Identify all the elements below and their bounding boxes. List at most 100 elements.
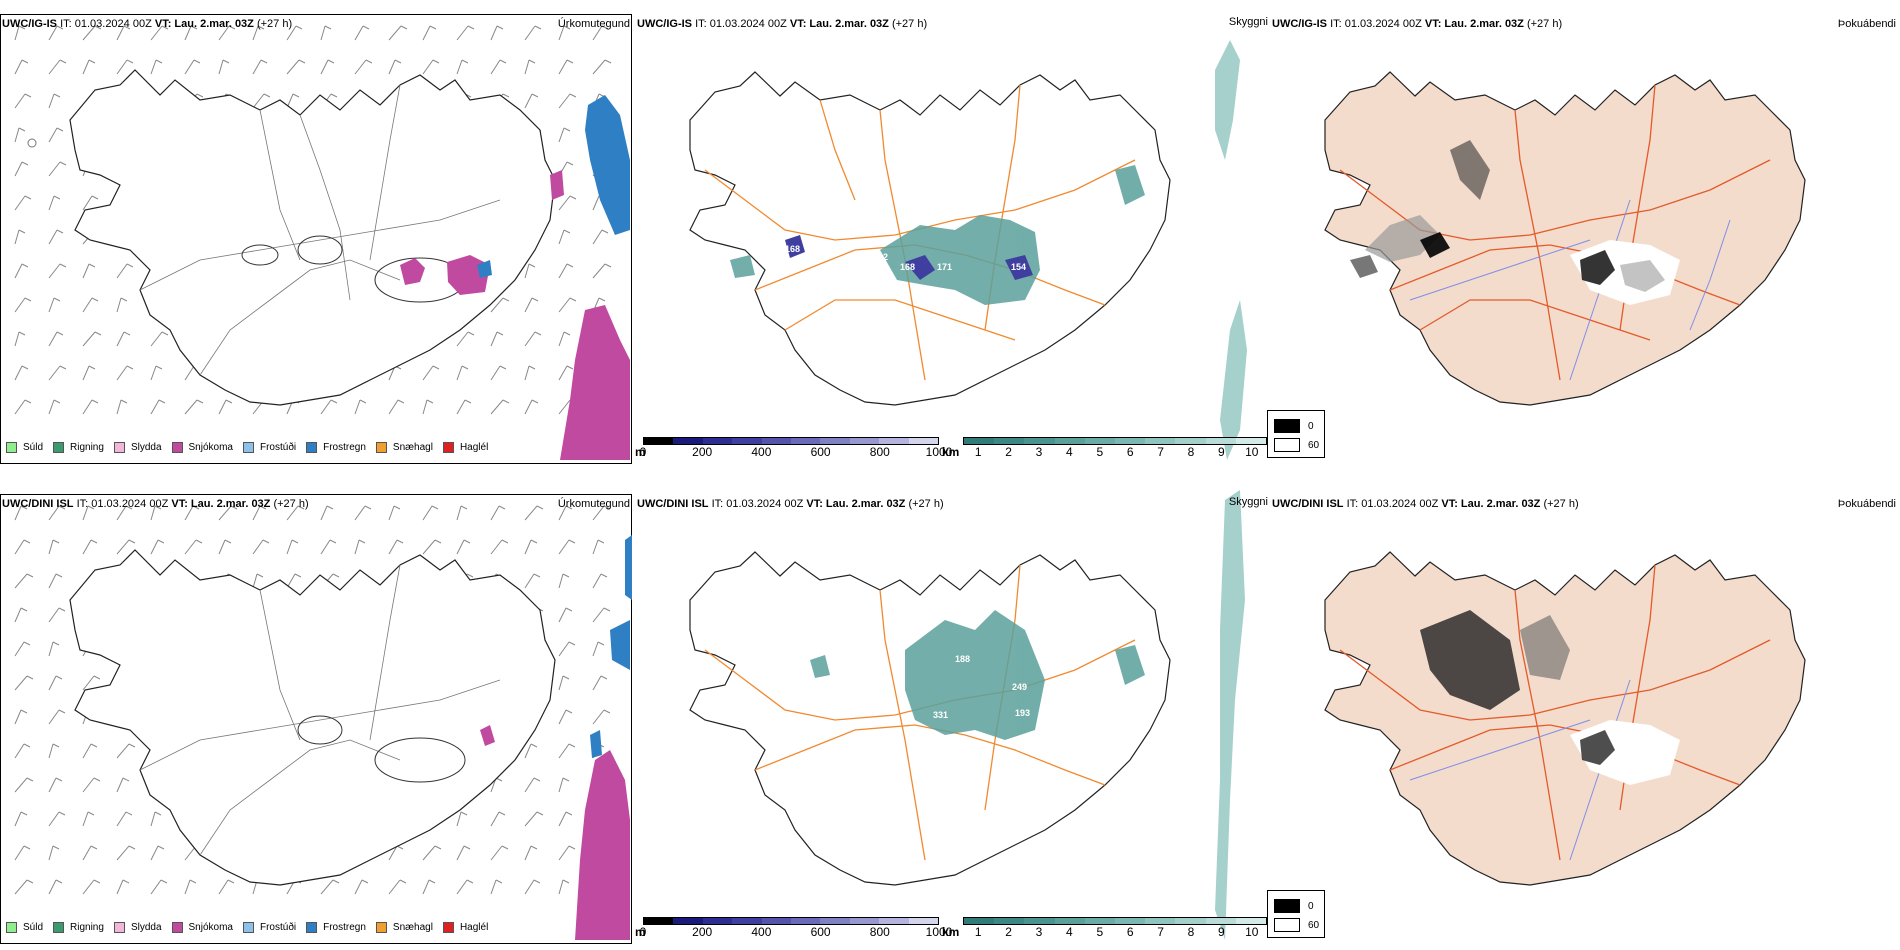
fog-map[interactable]: [1270, 0, 1900, 470]
wind-barb: [14, 675, 34, 691]
wind-barb: [558, 365, 574, 381]
wind-barb: [116, 331, 131, 347]
legend-swatch: [53, 921, 65, 933]
wind-barb: [422, 365, 440, 381]
colorbar-segment: [702, 918, 733, 924]
wind-barb: [116, 297, 128, 313]
colorbar-tick-label: 8: [1187, 925, 1195, 939]
iceland-coastline: [69, 549, 556, 886]
legend-swatch: [442, 441, 454, 453]
precip-type-map[interactable]: [0, 0, 635, 470]
wind-barb: [14, 161, 29, 177]
visibility-offshore: [1215, 490, 1245, 940]
wind-barb: [558, 25, 571, 41]
wind-barb: [82, 25, 102, 41]
road-network: [139, 564, 501, 856]
wind-barb: [218, 25, 236, 41]
ceiling-unit: m: [635, 925, 646, 939]
wind-barb: [82, 297, 99, 313]
visibility-unit: km: [942, 925, 960, 939]
legend-item-rigning: Rigning: [53, 921, 104, 933]
fog-legend: 0 60: [1267, 890, 1325, 938]
colorbar-segment: [964, 918, 995, 924]
wind-barb: [592, 229, 609, 245]
map-frame: [0, 14, 632, 464]
glacier-outlines: [297, 715, 466, 783]
fog-legend: 0 60: [1267, 410, 1325, 458]
precip-legend: Súld Rigning Slydda Snjókoma Frostúði Fr…: [6, 437, 498, 457]
wind-barb: [82, 263, 96, 279]
wind-barb: [14, 59, 29, 75]
colorbar-segment: [761, 918, 792, 924]
colorbar-segment: [1145, 918, 1176, 924]
fog-map[interactable]: [1270, 480, 1900, 950]
precip-type-map[interactable]: [0, 480, 635, 950]
visibility-map[interactable]: 168 22 168 171 154: [635, 0, 1270, 470]
legend-item-sudl: Súld: [6, 441, 43, 453]
wind-barb: [524, 399, 539, 415]
visibility-map[interactable]: 188 249 331 193: [635, 480, 1270, 950]
wind-barb: [558, 263, 574, 279]
wind-barb: [48, 195, 61, 211]
visibility-unit: km: [942, 445, 960, 459]
ceiling-label: 168: [785, 244, 800, 254]
visibility-areas: [810, 610, 1145, 740]
colorbar-segment: [1235, 438, 1267, 444]
colorbar-segment: [1024, 918, 1055, 924]
wind-barb: [14, 505, 28, 521]
wind-barb: [184, 25, 198, 41]
wind-barb: [116, 743, 136, 759]
colorbar-tick-label: 1: [974, 445, 982, 459]
panel-name: Skyggni: [1228, 16, 1268, 28]
legend-item-snaehagl: Snæhagl: [375, 441, 433, 453]
wind-barb: [14, 365, 29, 381]
colorbar-tick-label: 6: [1126, 925, 1134, 939]
wind-barb: [422, 25, 437, 41]
colorbar-segment: [1205, 918, 1236, 924]
wind-barb: [558, 777, 570, 793]
wind-barb: [320, 25, 332, 41]
wind-barb: [14, 331, 26, 347]
road-network: [139, 84, 501, 376]
colorbar-tick-label: 6: [1126, 445, 1134, 459]
iceland-coastline: [69, 69, 556, 406]
ceiling-label: 188: [955, 654, 970, 664]
wind-barb: [490, 811, 506, 827]
wind-barb: [422, 399, 434, 415]
wind-barb: [558, 743, 576, 759]
freezing-rain-areas: [590, 535, 632, 758]
legend-swatch: [53, 441, 65, 453]
wind-barb: [150, 25, 169, 41]
wind-barb: [48, 777, 63, 793]
panel-title: UWC/DINI ISL IT: 01.03.2024 00Z VT: Lau.…: [637, 498, 944, 510]
wind-barb: [48, 641, 60, 657]
wind-barb: [524, 505, 544, 521]
ceiling-unit: m: [635, 445, 646, 459]
wind-barb: [456, 539, 471, 555]
panel-title: UWC/IG-IS IT: 01.03.2024 00Z VT: Lau. 2.…: [1272, 18, 1563, 30]
legend-swatch: [242, 921, 254, 933]
wind-barb: [48, 263, 67, 279]
wind-barb: [558, 675, 570, 691]
wind-barb: [320, 539, 337, 555]
fog-panel: UWC/IG-IS IT: 01.03.2024 00Z VT: Lau. 2.…: [1270, 0, 1900, 470]
precip-legend: Súld Rigning Slydda Snjókoma Frostúði Fr…: [6, 917, 498, 937]
wind-barb: [14, 539, 31, 555]
wind-barb: [456, 811, 468, 827]
colorbar-tick-label: 0: [639, 445, 647, 459]
wind-barb: [320, 399, 338, 415]
ceiling-label: 193: [1015, 708, 1030, 718]
wind-barb: [524, 263, 536, 279]
visibility-colorbar: [963, 917, 1267, 925]
wind-barb: [490, 297, 510, 313]
ceiling-labels: 168 22 168 171 154: [785, 244, 1026, 272]
colorbar-tick-label: 5: [1096, 925, 1104, 939]
colorbar-tick-label: 7: [1157, 925, 1164, 939]
colorbar-segment: [673, 918, 703, 924]
wind-barb: [422, 879, 436, 895]
wind-barb: [524, 331, 542, 347]
colorbar-segment: [994, 438, 1025, 444]
legend-swatch: [242, 441, 254, 453]
wind-barb: [14, 229, 26, 245]
colorbar-segment: [1205, 438, 1236, 444]
